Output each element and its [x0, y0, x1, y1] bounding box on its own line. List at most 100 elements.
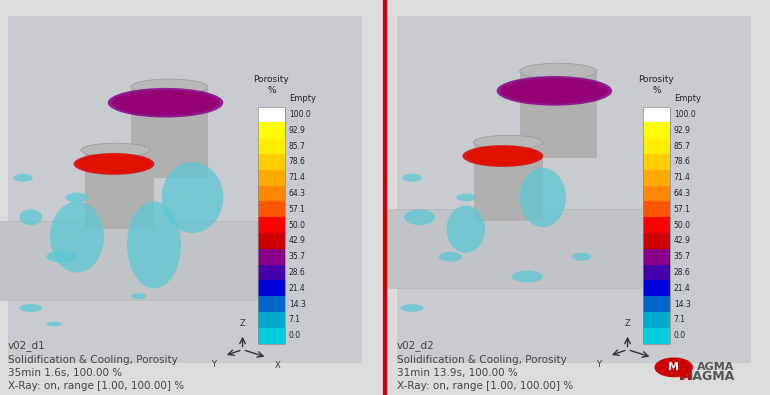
Text: 14.3: 14.3 [289, 300, 306, 308]
Ellipse shape [447, 205, 485, 253]
FancyBboxPatch shape [643, 280, 670, 296]
Text: v02_d2
Solidification & Cooling, Porosity
31min 13.9s, 100.00 %
X-Ray: on, range: v02_d2 Solidification & Cooling, Porosit… [397, 340, 573, 391]
Text: 28.6: 28.6 [289, 268, 306, 277]
Text: v02_d1
Solidification & Cooling, Porosity
35min 1.6s, 100.00 %
X-Ray: on, range : v02_d1 Solidification & Cooling, Porosit… [8, 340, 184, 391]
Ellipse shape [112, 90, 219, 116]
FancyBboxPatch shape [258, 217, 285, 233]
Ellipse shape [520, 84, 589, 98]
FancyBboxPatch shape [643, 186, 670, 201]
Text: 7.1: 7.1 [674, 316, 686, 324]
Ellipse shape [477, 150, 528, 162]
FancyBboxPatch shape [643, 107, 670, 122]
Text: M: M [679, 370, 691, 383]
Text: MAGMA: MAGMA [681, 370, 735, 383]
Ellipse shape [512, 271, 543, 282]
Text: Y: Y [597, 360, 601, 369]
Text: 71.4: 71.4 [289, 173, 306, 182]
Text: Z: Z [624, 319, 631, 328]
Circle shape [654, 357, 693, 377]
Text: 35.7: 35.7 [289, 252, 306, 261]
Ellipse shape [19, 304, 42, 312]
Text: 7.1: 7.1 [289, 316, 301, 324]
FancyBboxPatch shape [85, 146, 154, 229]
Text: 57.1: 57.1 [674, 205, 691, 214]
Text: Y: Y [212, 360, 216, 369]
Ellipse shape [127, 201, 181, 288]
FancyBboxPatch shape [643, 154, 670, 170]
Ellipse shape [520, 168, 566, 227]
Ellipse shape [65, 193, 89, 203]
Text: 14.3: 14.3 [674, 300, 691, 308]
Ellipse shape [486, 153, 521, 159]
Text: 64.3: 64.3 [289, 189, 306, 198]
Text: 42.9: 42.9 [289, 237, 306, 245]
Ellipse shape [74, 153, 154, 175]
Ellipse shape [131, 96, 200, 110]
FancyBboxPatch shape [258, 280, 285, 296]
Ellipse shape [131, 293, 146, 299]
Text: Porosity
%: Porosity % [638, 75, 675, 95]
Text: 100.0: 100.0 [674, 110, 695, 119]
FancyBboxPatch shape [258, 201, 285, 217]
Text: 0.0: 0.0 [674, 331, 686, 340]
Text: 85.7: 85.7 [289, 142, 306, 150]
Ellipse shape [162, 162, 223, 233]
FancyBboxPatch shape [520, 71, 597, 158]
FancyBboxPatch shape [397, 16, 751, 363]
Ellipse shape [19, 209, 42, 225]
Text: X: X [275, 361, 280, 371]
FancyBboxPatch shape [643, 170, 670, 186]
Ellipse shape [527, 86, 581, 96]
FancyBboxPatch shape [643, 249, 670, 265]
Ellipse shape [467, 147, 539, 166]
FancyBboxPatch shape [643, 296, 670, 312]
Ellipse shape [46, 251, 77, 263]
FancyBboxPatch shape [643, 122, 670, 138]
FancyBboxPatch shape [258, 328, 285, 344]
Text: 78.6: 78.6 [674, 158, 691, 166]
Text: 42.9: 42.9 [674, 237, 691, 245]
Ellipse shape [83, 156, 145, 171]
FancyBboxPatch shape [258, 154, 285, 170]
Text: 21.4: 21.4 [289, 284, 306, 293]
Text: Empty: Empty [674, 94, 701, 103]
FancyBboxPatch shape [0, 221, 258, 300]
Ellipse shape [403, 174, 422, 182]
FancyBboxPatch shape [258, 233, 285, 249]
FancyBboxPatch shape [0, 0, 383, 395]
Text: 71.4: 71.4 [674, 173, 691, 182]
Ellipse shape [474, 135, 543, 149]
Text: 92.9: 92.9 [289, 126, 306, 135]
Text: 78.6: 78.6 [289, 158, 306, 166]
FancyBboxPatch shape [258, 107, 285, 122]
Ellipse shape [497, 76, 612, 106]
Text: M: M [668, 362, 679, 372]
FancyBboxPatch shape [258, 249, 285, 265]
FancyBboxPatch shape [258, 122, 285, 138]
Ellipse shape [404, 209, 435, 225]
Text: 92.9: 92.9 [674, 126, 691, 135]
FancyBboxPatch shape [258, 312, 285, 328]
Text: 85.7: 85.7 [674, 142, 691, 150]
Text: X: X [660, 361, 665, 371]
FancyBboxPatch shape [258, 138, 285, 154]
Ellipse shape [400, 304, 424, 312]
Ellipse shape [520, 63, 597, 79]
Ellipse shape [139, 98, 192, 108]
FancyBboxPatch shape [643, 233, 670, 249]
FancyBboxPatch shape [643, 201, 670, 217]
Text: AGMA: AGMA [697, 362, 735, 372]
FancyBboxPatch shape [131, 87, 208, 178]
FancyBboxPatch shape [258, 265, 285, 280]
FancyBboxPatch shape [387, 0, 770, 395]
FancyBboxPatch shape [643, 265, 670, 280]
FancyBboxPatch shape [643, 328, 670, 344]
FancyBboxPatch shape [643, 312, 670, 328]
Ellipse shape [439, 252, 462, 262]
Text: Porosity
%: Porosity % [253, 75, 290, 95]
Text: 50.0: 50.0 [289, 221, 306, 229]
Ellipse shape [500, 78, 608, 103]
FancyBboxPatch shape [643, 138, 670, 154]
FancyBboxPatch shape [258, 296, 285, 312]
FancyBboxPatch shape [385, 209, 647, 288]
